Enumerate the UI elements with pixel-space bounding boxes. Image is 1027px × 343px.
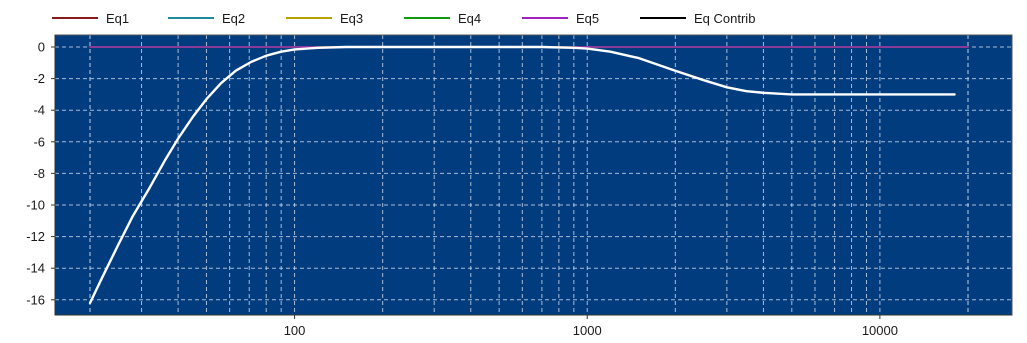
- y-tick-label: -6: [33, 134, 45, 149]
- x-tick-label: 10000: [862, 323, 898, 338]
- legend-item: Eq3: [286, 8, 363, 28]
- x-tick-label: 100: [284, 323, 306, 338]
- legend-label: Eq3: [340, 10, 364, 26]
- legend-label: Eq5: [576, 10, 600, 26]
- legend-swatch: [522, 17, 568, 19]
- y-tick-label: -2: [33, 71, 45, 86]
- y-tick-label: -8: [33, 166, 45, 181]
- series-layer: [88, 45, 969, 305]
- y-tick-label: -16: [26, 292, 45, 307]
- y-tick-label: 0: [38, 40, 45, 55]
- legend-swatch: [52, 17, 98, 19]
- legend-swatch: [404, 17, 450, 19]
- tick-labels: 0 -2 -4 -6 -8 -10 -12 -14 -16 100 1000 10000: [26, 40, 898, 339]
- plot-area: [55, 35, 1012, 315]
- legend-item: Eq1: [52, 8, 129, 28]
- legend-label: Eq Contrib: [694, 10, 756, 26]
- y-tick-label: -14: [26, 261, 45, 276]
- legend-label: Eq4: [458, 10, 482, 26]
- legend-item: Eq4: [404, 8, 481, 28]
- y-tick-label: -10: [26, 198, 45, 213]
- chart-legend: Eq1 Eq2 Eq3 Eq4 Eq5 Eq Contrib: [0, 0, 1027, 30]
- axes: [51, 34, 1013, 319]
- series-line-eq-contrib: [88, 45, 956, 305]
- legend-label: Eq2: [222, 10, 246, 26]
- y-tick-label: -4: [33, 103, 45, 118]
- legend-swatch: [168, 17, 214, 19]
- legend-item: Eq Contrib: [640, 8, 755, 28]
- legend-item: Eq2: [168, 8, 245, 28]
- grid-lines: [55, 35, 1012, 315]
- y-tick-label: -12: [26, 229, 45, 244]
- x-tick-label: 1000: [573, 323, 602, 338]
- legend-swatch: [640, 17, 686, 19]
- legend-label: Eq1: [106, 10, 130, 26]
- legend-swatch: [286, 17, 332, 19]
- legend-item: Eq5: [522, 8, 599, 28]
